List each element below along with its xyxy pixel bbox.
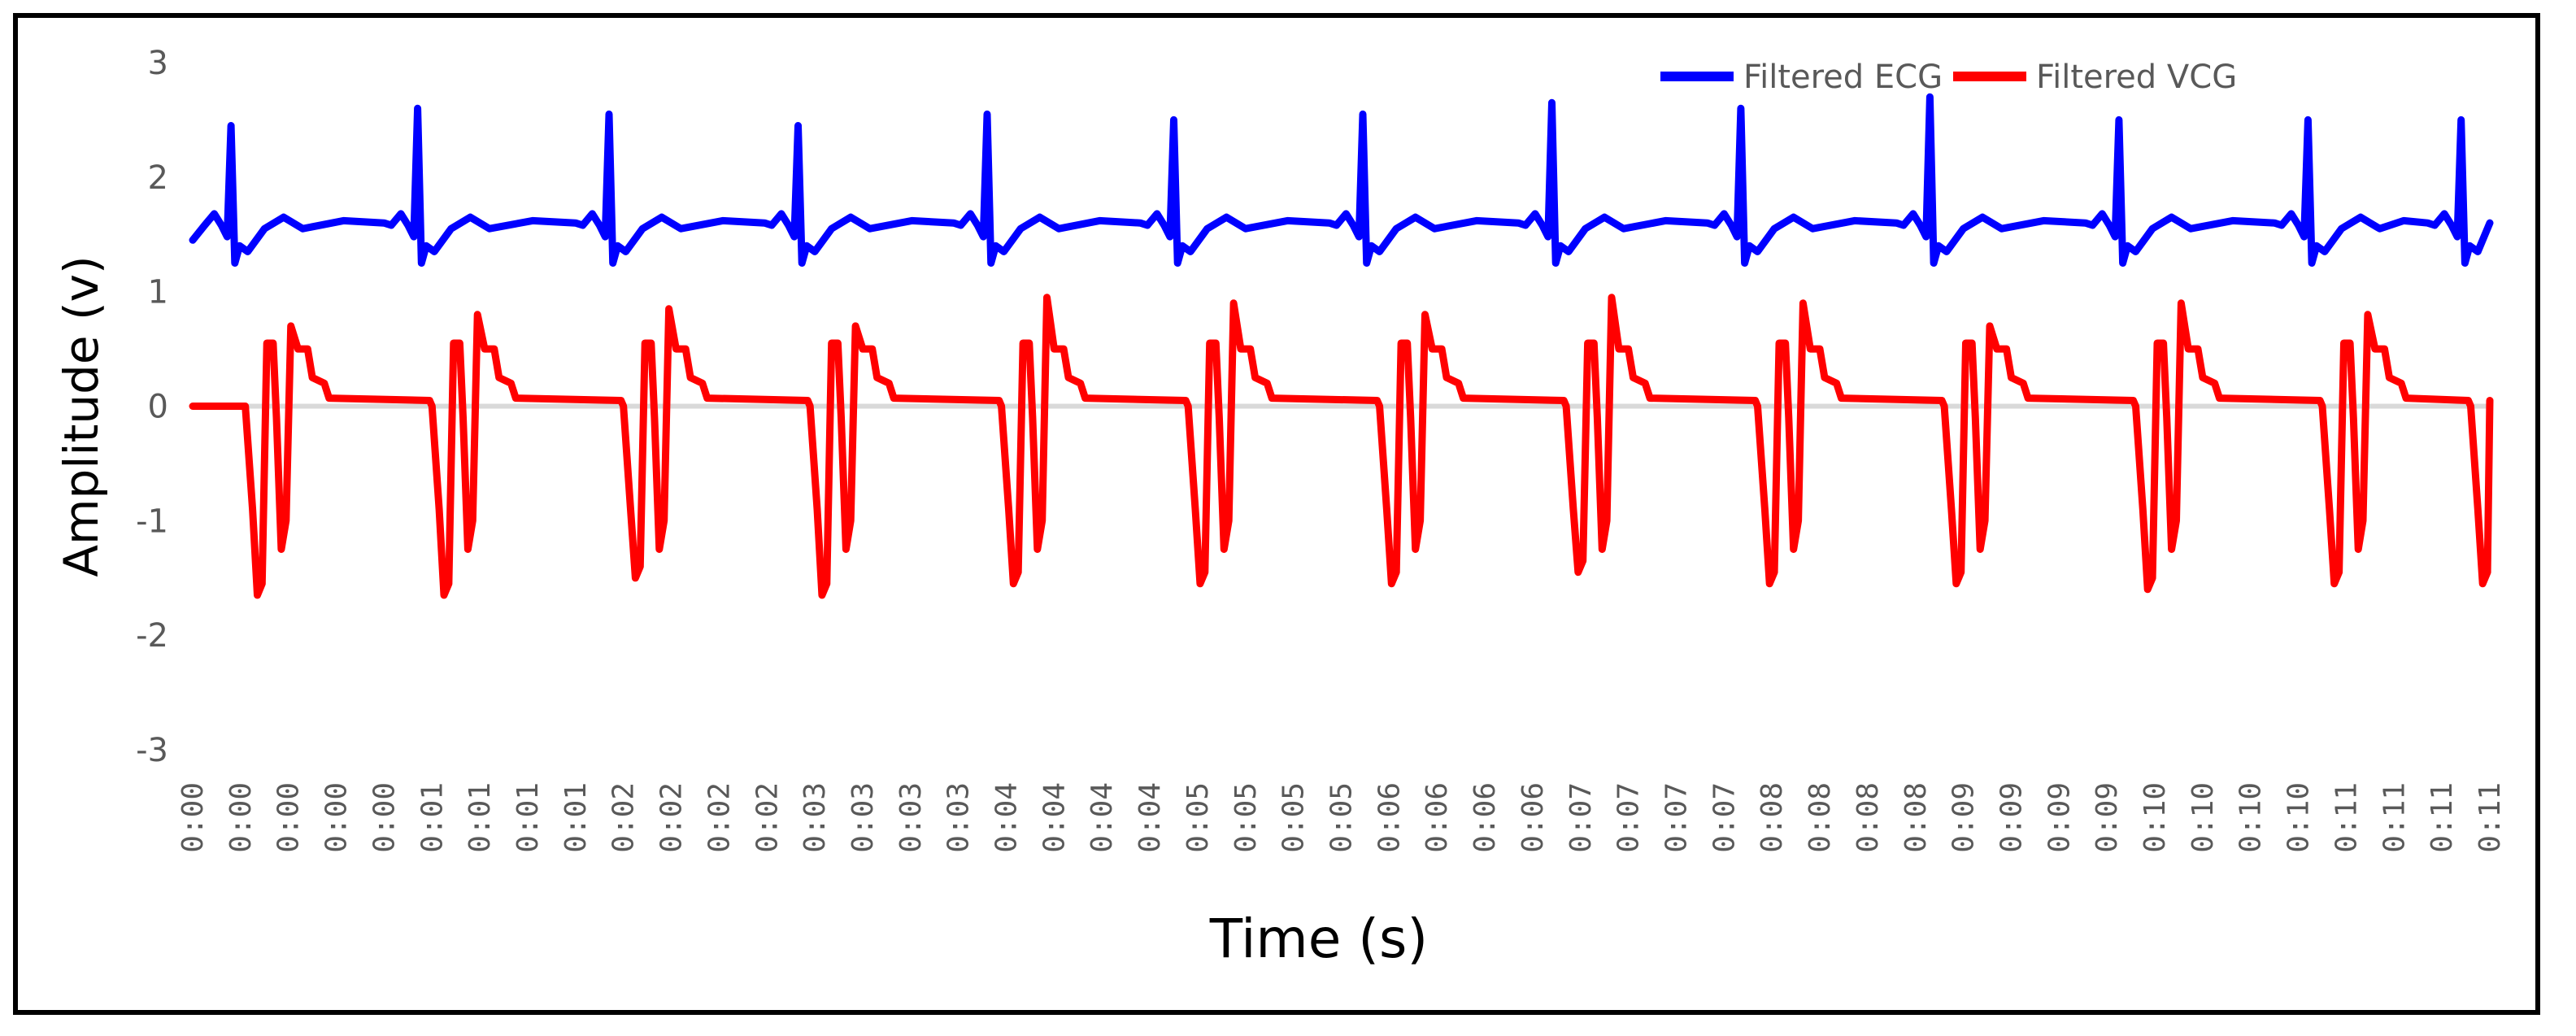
x-tick-label: 0:09 <box>1947 782 1981 853</box>
x-axis-title: Time (s) <box>1209 908 1428 970</box>
x-tick-label: 0:08 <box>1852 782 1885 853</box>
legend-label-filtered-ecg: Filtered ECG <box>1743 59 1943 96</box>
x-tick-label: 0:00 <box>272 782 306 853</box>
x-tick-label: 0:07 <box>1612 782 1646 853</box>
x-tick-label: 0:03 <box>942 782 976 853</box>
x-axis-ticks: 0:00 0:00 0:00 0:00 0:00 0:01 0:01 0:01 0:01 0:02… <box>176 782 2507 853</box>
x-tick-label: 0:00 <box>224 782 258 853</box>
x-tick-label: 0:08 <box>1756 782 1789 853</box>
y-tick-label: 0 <box>148 389 168 426</box>
x-tick-label: 0:03 <box>894 782 928 853</box>
x-tick-label: 0:07 <box>1708 782 1741 853</box>
x-tick-label: 0:06 <box>1516 782 1550 853</box>
series-line-filtered-ecg <box>189 93 2494 267</box>
x-tick-label: 0:02 <box>607 782 641 853</box>
x-tick-label: 0:03 <box>846 782 880 853</box>
y-tick-label: -2 <box>136 617 168 655</box>
x-tick-label: 0:05 <box>1325 782 1359 853</box>
x-tick-label: 0:07 <box>1660 782 1693 853</box>
x-tick-label: 0:01 <box>559 782 593 853</box>
x-tick-label: 0:11 <box>2330 782 2363 853</box>
x-tick-label: 0:06 <box>1421 782 1454 853</box>
x-tick-label: 0:10 <box>2282 782 2316 853</box>
x-tick-label: 0:09 <box>2043 782 2076 853</box>
x-tick-label: 0:06 <box>1373 782 1406 853</box>
x-tick-label: 0:02 <box>655 782 689 853</box>
x-tick-label: 0:08 <box>1804 782 1837 853</box>
y-tick-label: 3 <box>148 45 168 82</box>
y-tick-label: 2 <box>148 159 168 197</box>
x-tick-label: 0:09 <box>2091 782 2124 853</box>
series-line-filtered-vcg <box>189 294 2494 599</box>
x-tick-label: 0:11 <box>2426 782 2459 853</box>
x-tick-label: 0:07 <box>1564 782 1598 853</box>
x-tick-label: 0:04 <box>1086 782 1119 853</box>
y-tick-label: 1 <box>148 274 168 311</box>
x-tick-label: 0:04 <box>1038 782 1071 853</box>
legend-label-filtered-vcg: Filtered VCG <box>2036 59 2237 96</box>
x-tick-label: 0:01 <box>463 782 497 853</box>
chart-frame: 3 2 1 0 -1 -2 -3 0:00 0:00 0:00 0:00 0:00 0:01 0:01 0… <box>13 13 2540 1015</box>
x-tick-label: 0:10 <box>2234 782 2268 853</box>
legend: Filtered ECG Filtered VCG <box>1660 59 2237 96</box>
x-tick-label: 0:11 <box>2474 782 2507 853</box>
x-tick-label: 0:10 <box>2139 782 2172 853</box>
x-tick-label: 0:04 <box>1134 782 1167 853</box>
x-tick-label: 0:09 <box>1995 782 2028 853</box>
x-tick-label: 0:00 <box>176 782 210 853</box>
x-tick-label: 0:02 <box>751 782 784 853</box>
x-tick-label: 0:03 <box>798 782 832 853</box>
x-tick-label: 0:06 <box>1469 782 1502 853</box>
x-tick-label: 0:05 <box>1229 782 1263 853</box>
x-tick-label: 0:10 <box>2187 782 2220 853</box>
y-axis-ticks: 3 2 1 0 -1 -2 -3 <box>136 45 168 769</box>
x-tick-label: 0:01 <box>511 782 545 853</box>
x-tick-label: 0:04 <box>990 782 1024 853</box>
x-tick-label: 0:00 <box>320 782 354 853</box>
x-tick-label: 0:00 <box>368 782 401 853</box>
x-tick-label: 0:01 <box>416 782 449 853</box>
y-axis-title: Amplitude (v) <box>54 255 109 577</box>
x-tick-label: 0:08 <box>1899 782 1933 853</box>
y-tick-label: -3 <box>136 732 168 769</box>
y-tick-label: -1 <box>136 503 168 540</box>
x-tick-label: 0:05 <box>1181 782 1215 853</box>
x-tick-label: 0:05 <box>1277 782 1311 853</box>
x-tick-label: 0:11 <box>2378 782 2411 853</box>
x-tick-label: 0:02 <box>703 782 736 853</box>
